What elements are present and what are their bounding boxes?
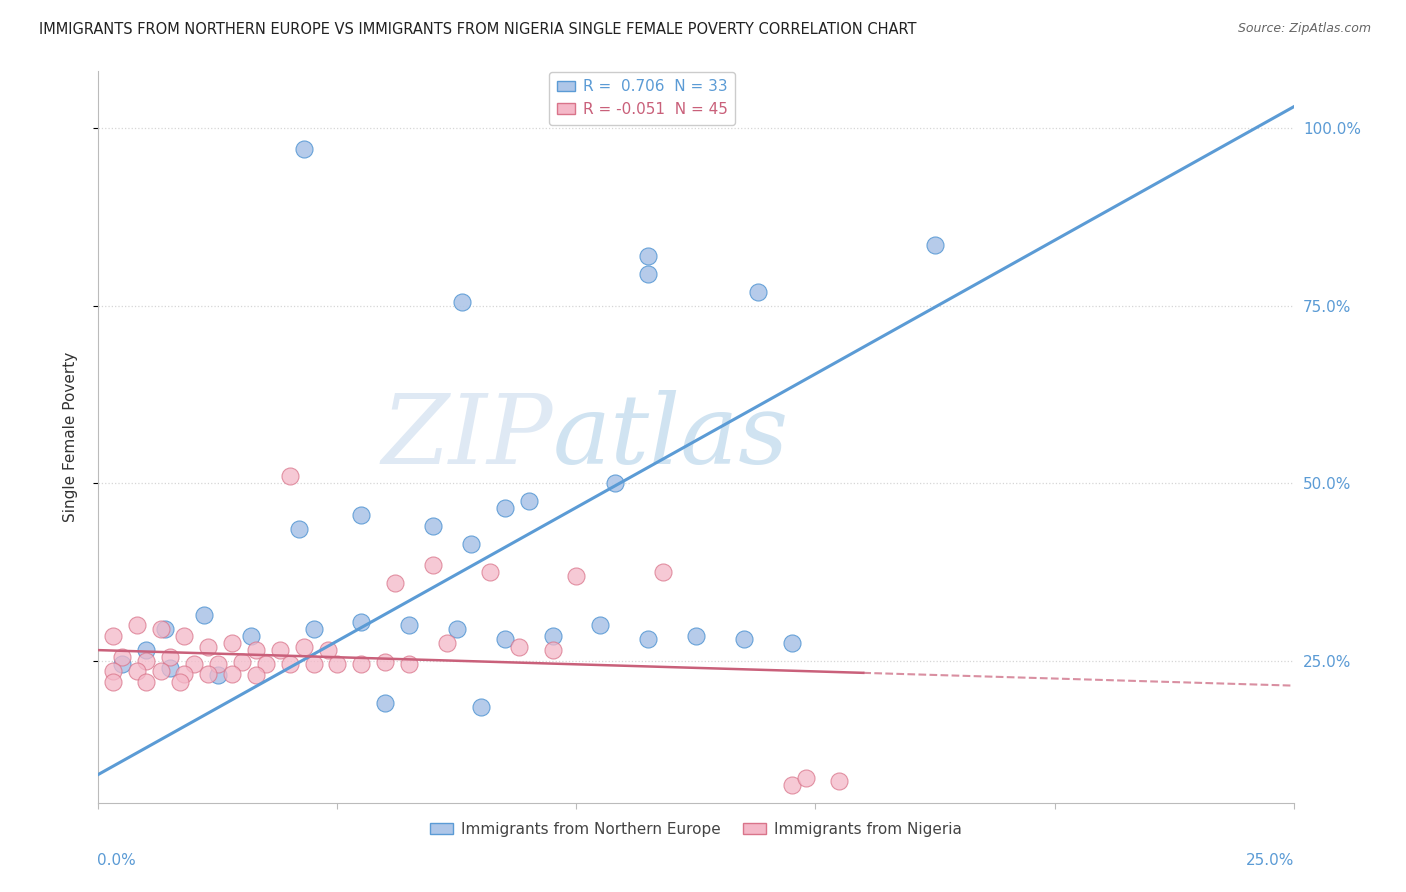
Point bbox=[221, 666, 243, 681]
Point bbox=[565, 568, 588, 582]
Point bbox=[269, 643, 291, 657]
Point bbox=[135, 643, 157, 657]
Point bbox=[111, 657, 134, 672]
Point bbox=[924, 238, 946, 252]
Point bbox=[135, 675, 157, 690]
Point bbox=[316, 643, 339, 657]
Point bbox=[470, 700, 492, 714]
Point bbox=[125, 618, 148, 632]
Point bbox=[589, 618, 612, 632]
Point bbox=[302, 657, 325, 672]
Point bbox=[135, 654, 157, 668]
Point bbox=[374, 697, 396, 711]
Point bbox=[685, 629, 707, 643]
Point bbox=[460, 536, 482, 550]
Point bbox=[422, 519, 444, 533]
Point bbox=[197, 640, 219, 654]
Point bbox=[292, 640, 315, 654]
Point bbox=[245, 668, 267, 682]
Point bbox=[169, 675, 191, 690]
Point bbox=[350, 657, 373, 672]
Point bbox=[101, 665, 124, 679]
Point bbox=[159, 661, 181, 675]
Point bbox=[422, 558, 444, 572]
Point bbox=[149, 665, 172, 679]
Point bbox=[350, 615, 373, 629]
Point bbox=[384, 575, 406, 590]
Point bbox=[508, 640, 530, 654]
Point bbox=[183, 657, 205, 672]
Point bbox=[149, 622, 172, 636]
Point bbox=[828, 774, 851, 789]
Point bbox=[173, 666, 195, 681]
Point bbox=[517, 494, 540, 508]
Point bbox=[125, 665, 148, 679]
Point bbox=[794, 771, 817, 785]
Point bbox=[541, 629, 564, 643]
Point bbox=[637, 632, 659, 647]
Point bbox=[240, 629, 263, 643]
Point bbox=[637, 249, 659, 263]
Point bbox=[292, 143, 315, 157]
Point bbox=[436, 636, 458, 650]
Y-axis label: Single Female Poverty: Single Female Poverty bbox=[63, 352, 77, 522]
Point bbox=[207, 668, 229, 682]
Point bbox=[479, 565, 502, 579]
Point bbox=[193, 607, 215, 622]
Point bbox=[374, 655, 396, 669]
Point bbox=[541, 643, 564, 657]
Point bbox=[302, 622, 325, 636]
Point bbox=[101, 629, 124, 643]
Point bbox=[197, 666, 219, 681]
Text: atlas: atlas bbox=[553, 390, 789, 484]
Text: 0.0%: 0.0% bbox=[97, 853, 136, 868]
Point bbox=[231, 655, 253, 669]
Point bbox=[221, 636, 243, 650]
Point bbox=[350, 508, 373, 523]
Point bbox=[155, 622, 177, 636]
Point bbox=[245, 643, 267, 657]
Point bbox=[780, 778, 803, 792]
Point bbox=[159, 650, 181, 665]
Point bbox=[398, 657, 420, 672]
Text: ZIP: ZIP bbox=[381, 390, 553, 484]
Point bbox=[651, 565, 673, 579]
Point bbox=[494, 632, 516, 647]
Text: Source: ZipAtlas.com: Source: ZipAtlas.com bbox=[1237, 22, 1371, 36]
Point bbox=[111, 650, 134, 665]
Point bbox=[747, 285, 769, 299]
Point bbox=[326, 657, 349, 672]
Point bbox=[780, 636, 803, 650]
Point bbox=[398, 618, 420, 632]
Point bbox=[173, 629, 195, 643]
Text: IMMIGRANTS FROM NORTHERN EUROPE VS IMMIGRANTS FROM NIGERIA SINGLE FEMALE POVERTY: IMMIGRANTS FROM NORTHERN EUROPE VS IMMIG… bbox=[39, 22, 917, 37]
Point bbox=[637, 267, 659, 281]
Legend: Immigrants from Northern Europe, Immigrants from Nigeria: Immigrants from Northern Europe, Immigra… bbox=[425, 815, 967, 843]
Point bbox=[450, 295, 472, 310]
Point bbox=[494, 501, 516, 516]
Point bbox=[207, 657, 229, 672]
Point bbox=[278, 469, 301, 483]
Point bbox=[733, 632, 755, 647]
Point bbox=[101, 675, 124, 690]
Point bbox=[278, 657, 301, 672]
Text: 25.0%: 25.0% bbox=[1246, 853, 1295, 868]
Point bbox=[254, 657, 277, 672]
Point bbox=[603, 476, 626, 491]
Point bbox=[288, 522, 311, 536]
Point bbox=[446, 622, 468, 636]
